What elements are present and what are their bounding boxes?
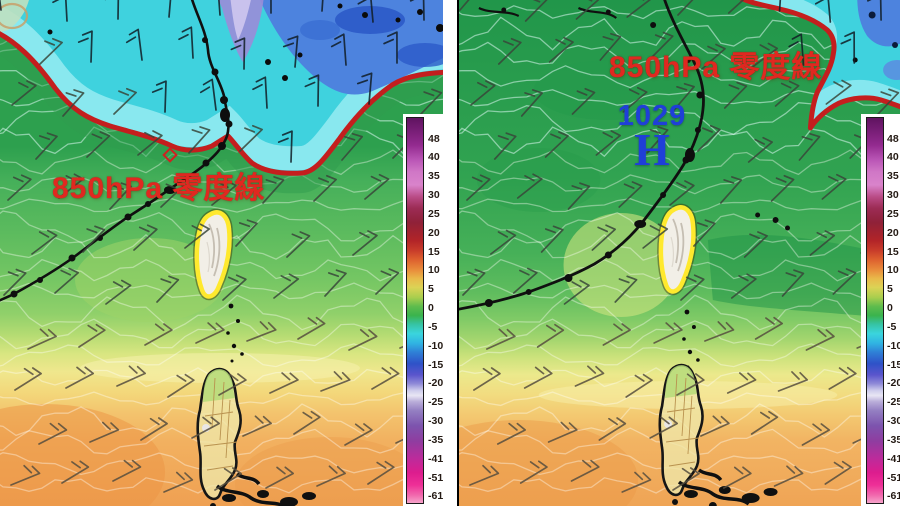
coastline-blobs [484,7,790,307]
colorbar-tick: 20 [887,226,899,239]
high-pressure-symbol: H [634,124,670,175]
colorbar-tick: 40 [887,151,899,164]
colorbar-tick: -10 [428,339,443,352]
colorbar-tick: 48 [887,132,899,145]
colorbar-tick: -5 [887,320,897,333]
colorbar-tick: -5 [428,320,438,333]
temperature-colorbar: 48 40 35 30 25 20 15 10 5 0 -5 -10 -15 -20 -25 -30 -35 -4… [403,114,443,506]
temperature-colorbar: 48 40 35 30 25 20 15 10 5 0 -5 -10 -15 -20 -25 -30 -35 -4… [861,114,900,506]
colorbar-tick: 30 [428,189,440,202]
colorbar-tick: 15 [887,245,899,258]
colorbar-tick: 25 [428,207,440,220]
colorbar-gradient [866,117,884,504]
colorbar-tick: -30 [428,415,443,428]
colorbar-tick: -41 [428,452,443,465]
colorbar-tick: -51 [428,471,443,484]
colorbar-tick: 35 [428,170,440,183]
colorbar-tick: 35 [887,170,899,183]
zero-line-annotation: 850hPa 零度線 [52,172,266,205]
colorbar-tick: 5 [428,283,434,296]
colorbar-tick: -41 [887,452,900,465]
colorbar-tick: -20 [887,377,900,390]
colorbar-tick: -25 [887,396,900,409]
colorbar-tick: -20 [428,377,443,390]
panel-divider [443,0,457,506]
city-marker [162,147,178,163]
colorbar-tick: -61 [887,490,900,503]
china-coastline [0,0,230,302]
dark-green-band [707,234,900,320]
zero-degree-line [739,0,900,131]
high-pressure-value: 1029 [617,100,687,132]
colorbar-tick: 40 [428,151,440,164]
right-map-canvas [459,0,900,506]
high-pressure-label: 1029 H [609,100,695,175]
colorbar-tick: -25 [428,396,443,409]
colorbar-tick: -35 [428,433,443,446]
colorbar-tick: -30 [887,415,900,428]
colorbar-tick: 25 [887,207,899,220]
colorbar-tick: 10 [887,264,899,277]
map-panel-left: 850hPa 零度線 48 40 35 30 25 20 15 10 5 0 -5 -10 -15 -20… [0,0,443,506]
zero-line-annotation: 850hPa 零度線 [609,51,823,84]
colorbar-tick: 5 [887,283,893,296]
colorbar-tick: -15 [428,358,443,371]
colorbar-tick: -35 [887,433,900,446]
left-map-canvas [0,0,443,506]
colorbar-tick: 10 [428,264,440,277]
colorbar-tick: 48 [428,132,440,145]
china-coastline [459,0,705,311]
colorbar-gradient [406,117,424,504]
colorbar-tick: -61 [428,490,443,503]
map-panel-right: 850hPa 零度線 1029 H 48 40 35 30 25 20 15 10 5 0 -5 -1… [457,0,900,506]
colorbar-tick: 20 [428,226,440,239]
colorbar-tick: -15 [887,358,900,371]
colorbar-tick: -10 [887,339,900,352]
colorbar-tick: 0 [428,302,434,315]
colorbar-tick: -51 [887,471,900,484]
colorbar-tick: 30 [887,189,899,202]
colorbar-tick: 15 [428,245,440,258]
colorbar-tick: 0 [887,302,893,315]
